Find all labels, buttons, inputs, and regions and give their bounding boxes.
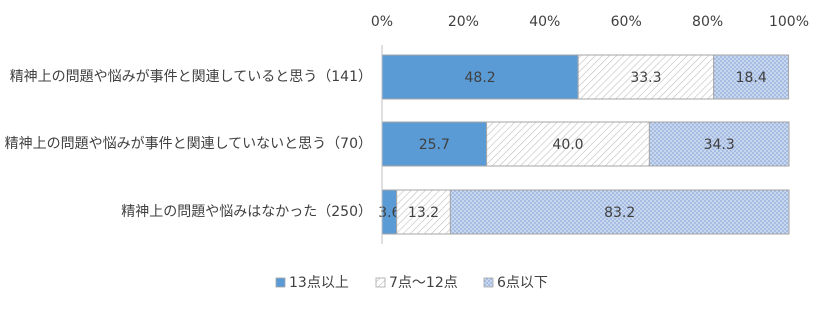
legend-swatch	[483, 277, 494, 288]
data-label: 18.4	[736, 70, 767, 86]
legend-label: 7点～12点	[389, 275, 458, 291]
bar-segment	[381, 54, 579, 100]
x-tick-label: 100%	[769, 14, 809, 30]
legend-swatch	[375, 277, 386, 288]
x-tick-label: 60%	[611, 14, 642, 30]
data-label: 83.2	[604, 205, 635, 221]
bar-segment	[449, 189, 790, 235]
data-label: 3.6	[378, 205, 400, 221]
bar-segment	[396, 189, 451, 235]
bar-segment	[648, 121, 790, 167]
category-label: 精神上の問題や悩みはなかった（250）	[121, 204, 372, 220]
data-label: 33.3	[630, 70, 661, 86]
bar-segment	[486, 121, 650, 167]
category-label: 精神上の問題や悩みが事件と関連していると思う（141）	[10, 69, 372, 85]
data-label: 25.7	[419, 137, 450, 153]
bar-segment	[713, 54, 790, 100]
x-tick-label: 0%	[371, 14, 393, 30]
x-tick-label: 20%	[448, 14, 479, 30]
x-tick-label: 80%	[692, 14, 723, 30]
data-label: 48.2	[465, 70, 496, 86]
legend-label: 13点以上	[289, 275, 349, 291]
data-label: 34.3	[704, 137, 735, 153]
bar-segment	[577, 54, 715, 100]
data-label: 13.2	[408, 205, 439, 221]
legend-label: 6点以下	[497, 275, 548, 291]
category-label: 精神上の問題や悩みが事件と関連していないと思う（70）	[5, 136, 372, 152]
x-tick-label: 40%	[529, 14, 560, 30]
data-label: 40.0	[552, 137, 583, 153]
legend-swatch	[275, 277, 286, 288]
